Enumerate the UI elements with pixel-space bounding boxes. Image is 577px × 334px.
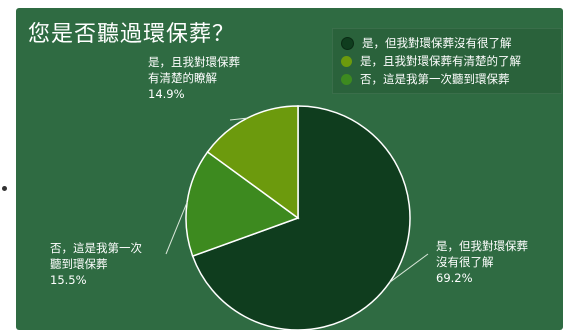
leader-line-2 (165, 201, 188, 255)
pie-slice-3 (206, 105, 299, 220)
legend-swatch-2 (341, 55, 352, 67)
legend-swatch-3 (341, 73, 352, 85)
leader-line-1 (389, 253, 429, 283)
chart-legend: 是，但我對環保葬沒有很了解 是，且我對環保葬有清楚的了解 否，這是我第一次聽到環… (332, 28, 562, 94)
callout-slice-2: 否，這是我第一次 聽到環保葬 15.5% (50, 240, 142, 288)
legend-label-1: 是，但我對環保葬沒有很了解 (362, 36, 512, 50)
chart-title: 您是否聽過環保葬？ (28, 22, 236, 47)
callout-2-line-2: 聽到環保葬 (50, 257, 108, 271)
callout-2-line-1: 否，這是我第一次 (50, 241, 142, 255)
legend-item-3: 否，這是我第一次聽到環保葬 (341, 71, 510, 87)
callout-1-value: 69.2% (436, 271, 473, 285)
callout-3-line-1: 是，且我對環保葬 (148, 55, 240, 69)
leader-line-3 (229, 117, 248, 121)
callout-2-value: 15.5% (50, 273, 87, 287)
leader-lines (165, 117, 429, 283)
pie-slices (185, 105, 411, 330)
callout-3-line-2: 有清楚的瞭解 (148, 71, 217, 85)
callout-3-value: 14.9% (148, 87, 185, 101)
pie-chart (165, 105, 429, 330)
callout-1-line-1: 是，但我對環保葬 (436, 239, 528, 253)
chart-panel: 您是否聽過環保葬？ 是，但我對環保葬沒有很了解 是，且我對環保葬有清楚的了解 否… (16, 8, 563, 330)
callout-slice-3: 是，且我對環保葬 有清楚的瞭解 14.9% (148, 54, 240, 102)
legend-label-3: 否，這是我第一次聽到環保葬 (360, 72, 510, 86)
legend-label-2: 是，且我對環保葬有清楚的了解 (360, 54, 521, 68)
pie-slice-2 (185, 150, 300, 258)
bullet-mark (2, 186, 7, 191)
pie-slice-1 (191, 105, 411, 330)
callout-slice-1: 是，但我對環保葬 沒有很了解 69.2% (436, 238, 528, 286)
legend-item-1: 是，但我對環保葬沒有很了解 (341, 35, 512, 51)
legend-item-2: 是，且我對環保葬有清楚的了解 (341, 53, 521, 69)
callout-1-line-2: 沒有很了解 (436, 255, 494, 269)
legend-swatch-1 (341, 36, 354, 50)
